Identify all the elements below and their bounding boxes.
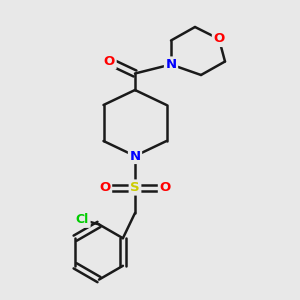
Text: Cl: Cl	[76, 213, 89, 226]
Text: O: O	[104, 55, 115, 68]
Text: N: N	[165, 58, 177, 71]
Text: O: O	[159, 181, 171, 194]
Text: S: S	[130, 181, 140, 194]
Text: O: O	[99, 181, 111, 194]
Text: N: N	[129, 149, 141, 163]
Text: O: O	[213, 32, 225, 46]
